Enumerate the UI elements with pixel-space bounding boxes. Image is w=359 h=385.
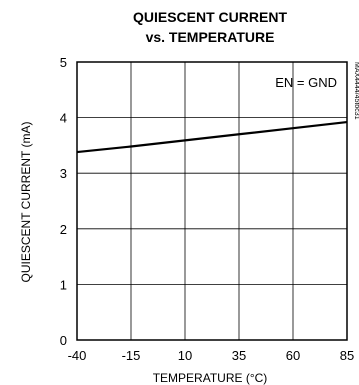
x-tick-label-4: 60 [286, 348, 300, 363]
y-tick-label-4: 4 [60, 111, 67, 126]
y-tick-labels: 0 1 2 3 4 5 [60, 55, 67, 348]
y-axis-label: QUIESCENT CURRENT (mA) [19, 122, 33, 283]
x-tick-label-3: 35 [232, 348, 246, 363]
chart-title-line2: vs. TEMPERATURE [146, 29, 275, 45]
figure-id: MAX4444/45toc31 [353, 62, 359, 120]
y-tick-label-5: 5 [60, 55, 67, 70]
x-tick-labels: -40 -15 10 35 60 85 [68, 348, 355, 363]
y-tick-label-1: 1 [60, 277, 67, 292]
x-axis-label: TEMPERATURE (°C) [153, 371, 268, 385]
annotation-en-gnd: EN = GND [275, 75, 337, 90]
plot-frame [76, 61, 348, 341]
y-tick-label-3: 3 [60, 166, 67, 181]
x-tick-label-0: -40 [68, 348, 87, 363]
x-tick-label-5: 85 [340, 348, 354, 363]
x-tick-label-1: -15 [122, 348, 141, 363]
y-tick-label-2: 2 [60, 222, 67, 237]
chart-title-line1: QUIESCENT CURRENT [133, 9, 287, 25]
chart-grid [76, 61, 348, 341]
y-tick-label-0: 0 [60, 333, 67, 348]
x-tick-label-2: 10 [178, 348, 192, 363]
series-line [76, 120, 348, 154]
